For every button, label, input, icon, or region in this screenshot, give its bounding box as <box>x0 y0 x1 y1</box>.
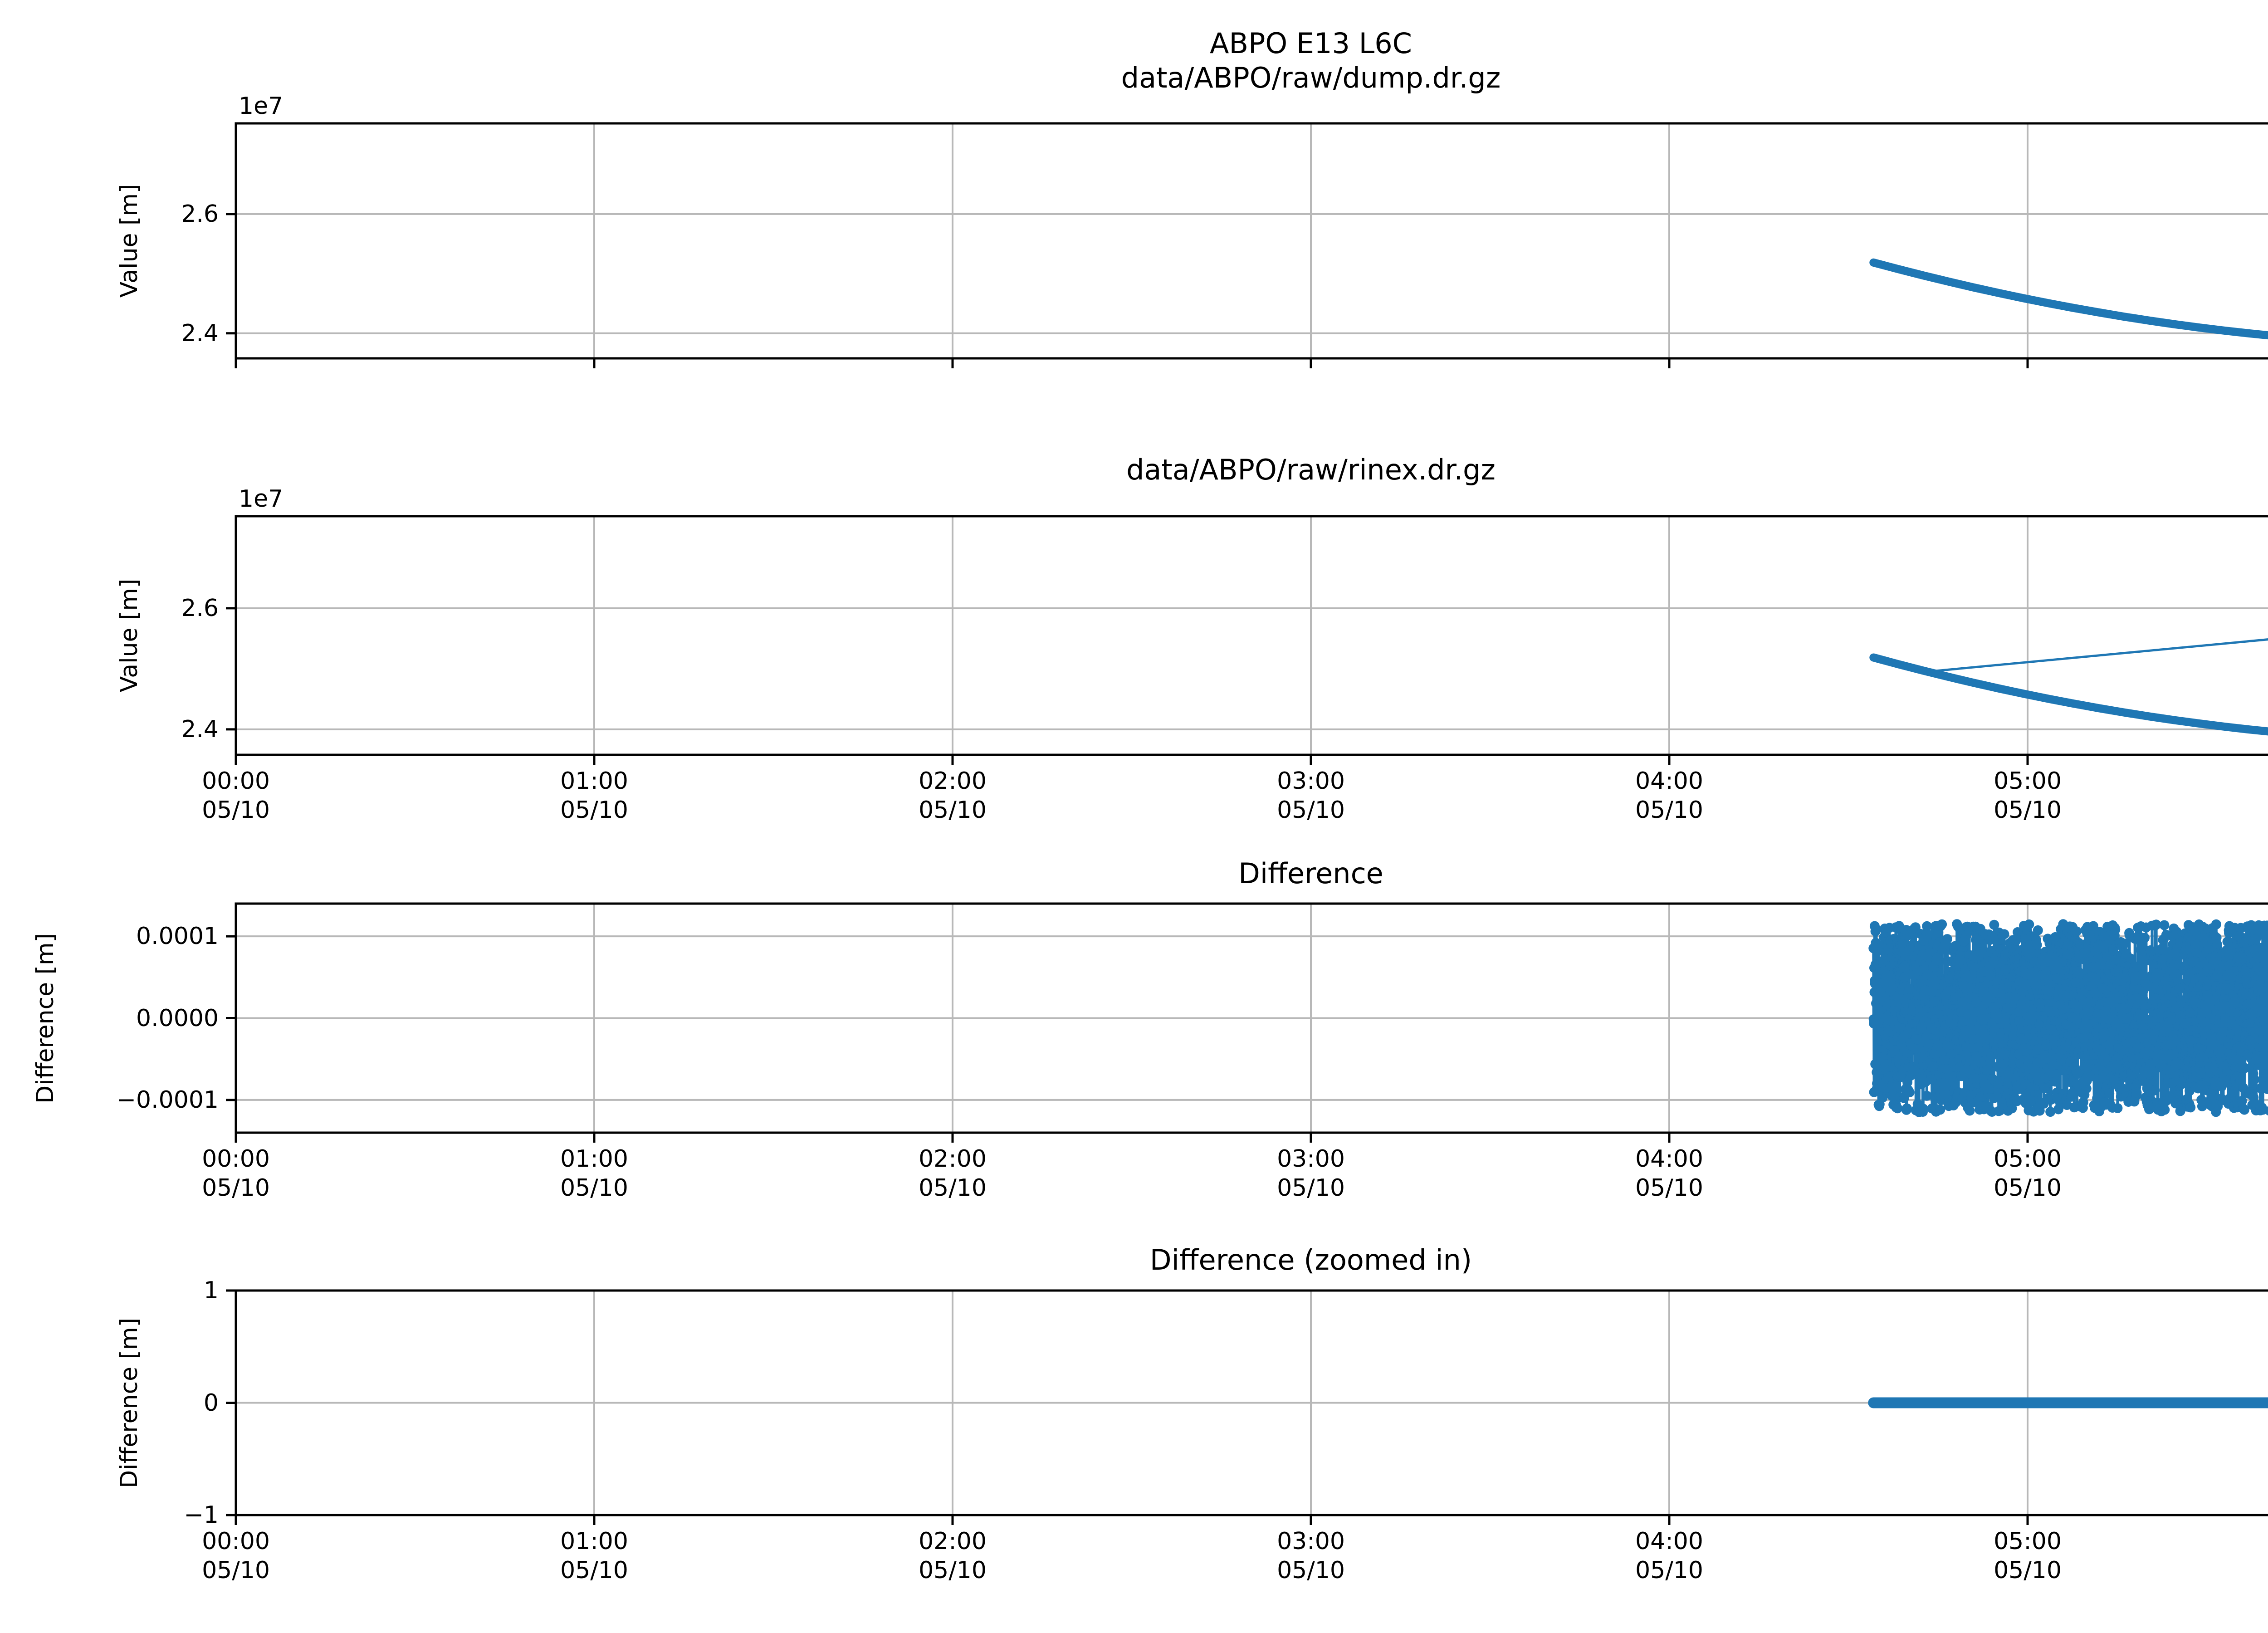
x-tick-label: 02:00 05/10 <box>919 1145 987 1202</box>
x-tick-label: 05:00 05/10 <box>1994 1528 2062 1584</box>
x-tick-label: 05:00 05/10 <box>1994 1145 2062 1202</box>
x-tick-label: 04:00 05/10 <box>1635 1145 1703 1202</box>
y-tick-label: 2.4 <box>181 715 219 743</box>
y-tick-label: 2.6 <box>181 200 219 228</box>
subplot-rinex <box>226 515 2268 765</box>
x-tick-label: 05:00 05/10 <box>1994 768 2062 824</box>
subplot-difference-zoomed <box>226 1289 2268 1525</box>
x-tick-label: 02:00 05/10 <box>919 1528 987 1584</box>
series-rinex-second-branch <box>1926 638 2268 673</box>
plot1-title-line2: data/ABPO/raw/dump.dr.gz <box>1121 61 1501 94</box>
plot2-offset-text: 1e7 <box>239 485 284 513</box>
plot1-offset-text: 1e7 <box>239 93 284 120</box>
difference-noise-markers <box>1868 919 2268 1117</box>
y-tick-label: 2.6 <box>181 594 219 622</box>
axes-spines <box>235 122 2268 360</box>
y-tick-label: 1 <box>203 1277 219 1304</box>
x-tick-label: 03:00 05/10 <box>1277 1528 1345 1584</box>
subplot-difference <box>226 902 2268 1143</box>
x-tick-label: 02:00 05/10 <box>919 768 987 824</box>
x-tick-label: 04:00 05/10 <box>1635 768 1703 824</box>
x-tick-label: 00:00 05/10 <box>202 768 270 824</box>
x-tick-label: 03:00 05/10 <box>1277 1145 1345 1202</box>
plot3-title: Difference <box>1238 857 1383 890</box>
x-tick-label: 00:00 05/10 <box>202 1528 270 1584</box>
x-tick-label: 04:00 05/10 <box>1635 1528 1703 1584</box>
y-tick-label: 0.0000 <box>136 1004 219 1032</box>
y-tick-label: −0.0001 <box>116 1086 219 1114</box>
plot2-title: data/ABPO/raw/rinex.dr.gz <box>1126 453 1496 486</box>
x-tick-label: 01:00 05/10 <box>560 1528 628 1584</box>
y-tick-label: 0.0001 <box>136 923 219 950</box>
subplot-dump <box>226 122 2268 368</box>
axes-spines <box>235 515 2268 756</box>
x-tick-label: 01:00 05/10 <box>560 1145 628 1202</box>
series-dump-range <box>1869 258 2268 340</box>
y-tick-label: 0 <box>203 1389 219 1417</box>
x-tick-label: 03:00 05/10 <box>1277 768 1345 824</box>
series-rinex-range <box>1869 653 2268 736</box>
y-tick-label: 2.4 <box>181 319 219 347</box>
plot1-title-line1: ABPO E13 L6C <box>1210 27 1412 60</box>
x-tick-label: 00:00 05/10 <box>202 1145 270 1202</box>
plot4-title: Difference (zoomed in) <box>1149 1243 1472 1276</box>
x-tick-label: 01:00 05/10 <box>560 768 628 824</box>
y-tick-label: −1 <box>184 1501 219 1529</box>
